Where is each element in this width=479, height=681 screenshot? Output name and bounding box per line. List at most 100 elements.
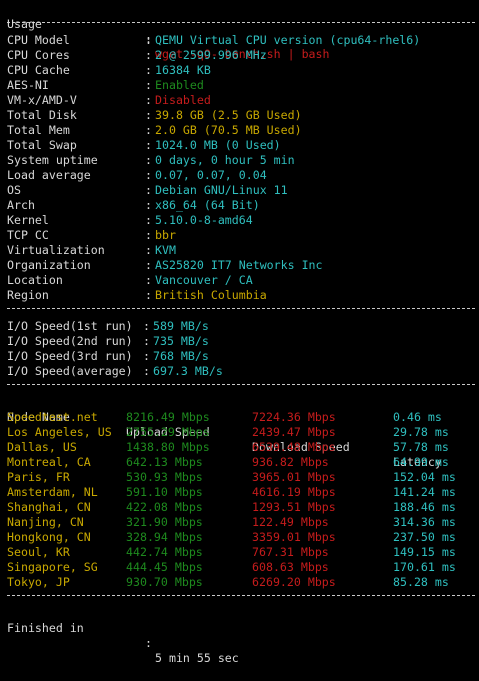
io-speed-row: I/O Speed(2nd run):735 MB/s <box>7 334 475 349</box>
sysinfo-label: VM-x/AMD-V <box>7 93 77 107</box>
io-speed-colon: : <box>143 349 150 363</box>
node-name: Montreal, CA <box>7 455 91 469</box>
sysinfo-label: CPU Cores <box>7 48 70 62</box>
usage-line: Usage : wget -qO- bench.sh | bash <box>7 2 475 61</box>
sysinfo-row: Total Swap:1024.0 MB (0 Used) <box>7 138 475 153</box>
node-name: Tokyo, JP <box>7 575 70 589</box>
latency: 64.99 ms <box>393 455 449 469</box>
sysinfo-colon: : <box>145 93 152 107</box>
io-speed-section: I/O Speed(1st run):589 MB/s I/O Speed(2nd… <box>7 319 475 379</box>
sysinfo-row: Kernel:5.10.0-8-amd64 <box>7 213 475 228</box>
latency: 85.28 ms <box>393 575 449 589</box>
sysinfo-value: British Columbia <box>155 288 267 302</box>
sysinfo-value: 2.0 GB (70.5 MB Used) <box>155 123 302 137</box>
download-speed: 2439.47 Mbps <box>252 425 336 439</box>
table-row: Montreal, CA 642.13 Mbps 936.82 Mbps 64.99 … <box>7 455 475 470</box>
sysinfo-row: Region: British Columbia <box>7 288 475 303</box>
io-speed-label: I/O Speed(2nd run) <box>7 334 133 348</box>
latency: 237.50 ms <box>393 530 456 544</box>
sysinfo-value: 1024.0 MB (0 Used) <box>155 138 281 152</box>
download-speed: 3359.01 Mbps <box>252 530 336 544</box>
sysinfo-row: Location: Vancouver / CA <box>7 273 475 288</box>
io-speed-label: I/O Speed(average) <box>7 364 133 378</box>
sysinfo-colon: : <box>145 273 152 287</box>
node-name: Hongkong, CN <box>7 530 91 544</box>
sysinfo-row: Total Disk:39.8 GB (2.5 GB Used) <box>7 108 475 123</box>
upload-speed: 642.13 Mbps <box>126 455 203 469</box>
sysinfo-colon: : <box>145 108 152 122</box>
sysinfo-value: QEMU Virtual CPU version (cpu64-rhel6) <box>155 33 421 47</box>
node-name: Los Angeles, US <box>7 425 112 439</box>
upload-speed: 442.74 Mbps <box>126 545 203 559</box>
upload-speed: 530.93 Mbps <box>126 470 203 484</box>
sysinfo-row: Load average:0.07, 0.07, 0.04 <box>7 168 475 183</box>
speed-table-header: Node Name Upload Speed Download Speed La… <box>7 395 475 469</box>
separator <box>7 22 475 33</box>
sysinfo-colon: : <box>145 78 152 92</box>
sysinfo-colon: : <box>145 258 152 272</box>
download-speed: 122.49 Mbps <box>252 515 329 529</box>
sysinfo-value: AS25820 IT7 Networks Inc <box>155 258 323 272</box>
header-latency: Latency <box>393 455 442 469</box>
sysinfo-value: KVM <box>155 243 176 257</box>
sysinfo-value: 0 days, 0 hour 5 min <box>155 153 295 167</box>
table-row: Speedtest.net 8216.49 Mbps 7224.36 Mbps 0.4… <box>7 410 475 425</box>
sysinfo-label: Total Swap <box>7 138 77 152</box>
download-speed: 608.63 Mbps <box>252 560 329 574</box>
sysinfo-value: 0.07, 0.07, 0.04 <box>155 168 267 182</box>
sysinfo-label: Region <box>7 288 49 302</box>
finished-value: 5 min 55 sec <box>155 651 239 665</box>
sysinfo-value: 5.10.0-8-amd64 <box>155 213 253 227</box>
separator <box>7 595 475 606</box>
io-speed-value: 697.3 MB/s <box>153 364 223 378</box>
upload-speed: 2755.29 Mbps <box>126 425 210 439</box>
io-speed-row: I/O Speed(3rd run):768 MB/s <box>7 349 475 364</box>
sysinfo-colon: : <box>145 228 152 242</box>
upload-speed: 591.10 Mbps <box>126 485 203 499</box>
sysinfo-label: AES-NI <box>7 78 49 92</box>
sysinfo-value: Enabled <box>155 78 204 92</box>
sysinfo-colon: : <box>145 168 152 182</box>
sysinfo-row: CPU Cache:16384 KB <box>7 63 475 78</box>
download-speed: 1293.51 Mbps <box>252 500 336 514</box>
sysinfo-label: Total Mem <box>7 123 70 137</box>
download-speed: 6539.48 Mbps <box>252 440 336 454</box>
usage-command[interactable]: wget -qO- bench.sh | bash <box>155 47 330 61</box>
node-name: Nanjing, CN <box>7 515 84 529</box>
sysinfo-row: CPU Model: QEMU Virtual CPU version (cpu6… <box>7 33 475 48</box>
download-speed: 3965.01 Mbps <box>252 470 336 484</box>
latency: 29.78 ms <box>393 425 449 439</box>
node-name: Singapore, SG <box>7 560 98 574</box>
io-speed-label: I/O Speed(3rd run) <box>7 349 133 363</box>
sysinfo-colon: : <box>145 213 152 227</box>
finished-label: Finished in <box>7 621 84 635</box>
sysinfo-value: x86_64 (64 Bit) <box>155 198 260 212</box>
node-name: Paris, FR <box>7 470 70 484</box>
sysinfo-row: Arch: x86_64 (64 Bit) <box>7 198 475 213</box>
download-speed: 6269.20 Mbps <box>252 575 336 589</box>
node-name: Shanghai, CN <box>7 500 91 514</box>
table-row: Singapore, SG 444.45 Mbps 608.63 Mbps 170.6… <box>7 560 475 575</box>
sysinfo-colon: : <box>145 153 152 167</box>
header-upload-speed: Upload Speed <box>126 425 210 439</box>
upload-speed: 8216.49 Mbps <box>126 410 210 424</box>
sysinfo-label: Load average <box>7 168 91 182</box>
latency: 188.46 ms <box>393 500 456 514</box>
latency: 149.15 ms <box>393 545 456 559</box>
table-row: Seoul, KR 442.74 Mbps 767.31 Mbps 149.15 ms <box>7 545 475 560</box>
latency: 170.61 ms <box>393 560 456 574</box>
io-speed-label: I/O Speed(1st run) <box>7 319 133 333</box>
table-row: Shanghai, CN 422.08 Mbps 1293.51 Mbps 188.4… <box>7 500 475 515</box>
table-row: Tokyo, JP 930.70 Mbps 6269.20 Mbps 85.28 ms <box>7 575 475 590</box>
sysinfo-row: CPU Cores:2 @ 2599.996 MHz <box>7 48 475 63</box>
table-row: Amsterdam, NL 591.10 Mbps 4616.19 Mbps 141.… <box>7 485 475 500</box>
upload-speed: 321.90 Mbps <box>126 515 203 529</box>
upload-speed: 930.70 Mbps <box>126 575 203 589</box>
sysinfo-label: CPU Model <box>7 33 70 47</box>
io-speed-colon: : <box>143 319 150 333</box>
sysinfo-colon: : <box>145 33 152 47</box>
sysinfo-label: System uptime <box>7 153 98 167</box>
system-info-section: CPU Model: QEMU Virtual CPU version (cpu6… <box>7 33 475 303</box>
sysinfo-colon: : <box>145 138 152 152</box>
latency: 152.04 ms <box>393 470 456 484</box>
